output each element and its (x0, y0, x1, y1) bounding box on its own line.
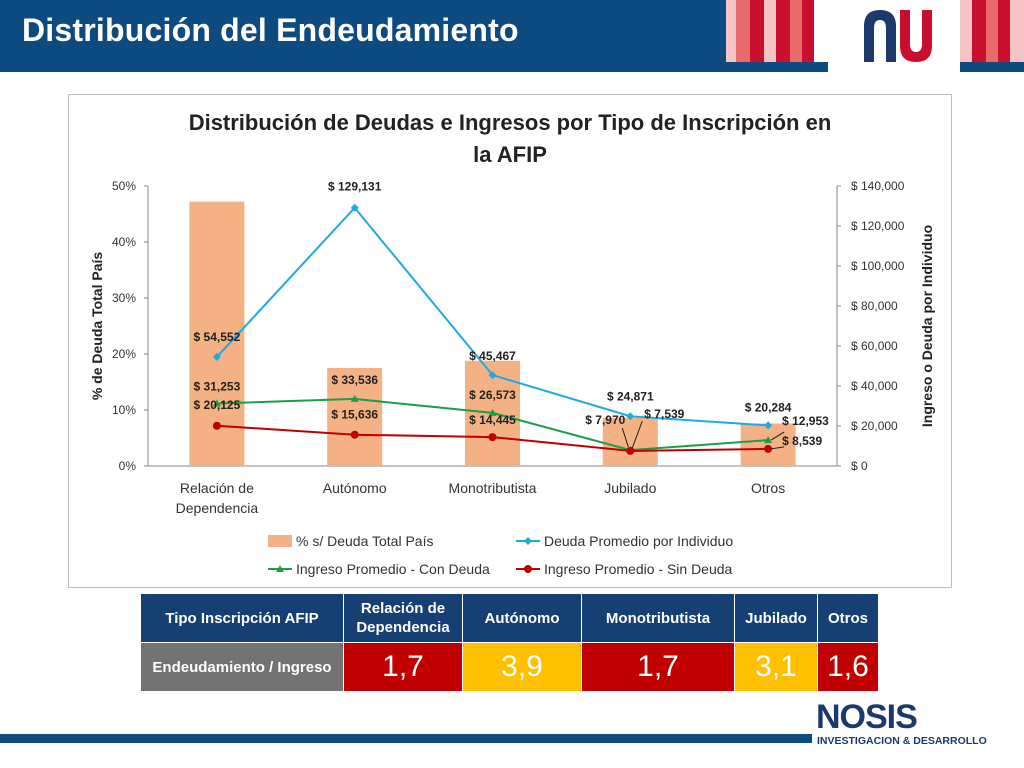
row-label: Endeudamiento / Ingreso (140, 642, 344, 692)
series-point (764, 444, 773, 453)
ratio-value: 1,7 (343, 642, 463, 692)
leader-line (621, 427, 629, 448)
data-label: $ 24,871 (607, 389, 654, 403)
footer-bar (0, 734, 812, 743)
legend-label: Ingreso Promedio - Sin Deuda (544, 561, 733, 577)
right-tick-label: $ 0 (851, 459, 868, 473)
data-label: $ 7,970 (585, 413, 625, 427)
left-tick-label: 40% (112, 235, 136, 249)
chart-title: Distribución de Deudas e Ingresos por Ti… (189, 110, 832, 135)
nu-logo-icon (864, 10, 932, 62)
series-point (488, 433, 497, 442)
left-tick-label: 20% (112, 347, 136, 361)
legend-marker (524, 537, 532, 545)
left-tick-label: 10% (112, 403, 136, 417)
left-tick-label: 50% (112, 179, 136, 193)
right-tick-label: $ 120,000 (851, 219, 905, 233)
data-label: $ 54,552 (194, 330, 241, 344)
data-label: $ 45,467 (469, 349, 516, 363)
data-label: $ 14,445 (469, 413, 516, 427)
right-tick-label: $ 100,000 (851, 259, 905, 273)
bar (602, 417, 658, 466)
series-point (212, 352, 221, 361)
data-label: $ 20,125 (194, 398, 241, 412)
x-tick-label: Relación de (180, 480, 254, 496)
series-point (350, 203, 359, 212)
header-cell: Autónomo (462, 593, 582, 643)
chart-title: la AFIP (473, 142, 547, 167)
header-cell: Otros (817, 593, 879, 643)
data-label: $ 8,539 (782, 434, 822, 448)
x-tick-label: Dependencia (176, 500, 259, 516)
left-tick-label: 30% (112, 291, 136, 305)
leader-line (631, 420, 643, 449)
data-label: $ 15,636 (331, 408, 378, 422)
legend-label: Ingreso Promedio - Con Deuda (296, 561, 490, 577)
header-cell: Monotributista (581, 593, 735, 643)
y-axis-left-title: % de Deuda Total País (89, 252, 105, 401)
series-point (626, 412, 635, 421)
legend-label: % s/ Deuda Total País (296, 533, 433, 549)
header-cell: Jubilado (734, 593, 818, 643)
right-tick-label: $ 140,000 (851, 179, 905, 193)
series-point (350, 430, 359, 439)
ratio-value: 1,7 (581, 642, 735, 692)
data-label: $ 12,953 (782, 414, 829, 428)
x-tick-label: Autónomo (323, 480, 387, 496)
series-point (488, 408, 497, 416)
nosis-logo: NOSIS INVESTIGACION & DESARROLLO (816, 698, 987, 747)
legend-label: Deuda Promedio por Individuo (544, 533, 733, 549)
ratio-value: 1,6 (817, 642, 879, 692)
legend-swatch (268, 535, 292, 547)
series-point (764, 436, 773, 444)
series-point (350, 394, 359, 402)
header-stripes-decoration (726, 0, 1024, 72)
header-cell: Relación de Dependencia (343, 593, 463, 643)
right-tick-label: $ 80,000 (851, 299, 898, 313)
series-point (764, 421, 773, 430)
bar (327, 368, 383, 466)
leader-line (770, 431, 785, 441)
brand-wordmark: NOSIS (816, 698, 917, 736)
series-point (488, 371, 497, 380)
header-underline (0, 62, 1024, 72)
series-point (212, 421, 221, 430)
data-label: $ 31,253 (194, 379, 241, 393)
summary-table: Tipo Inscripción AFIP Relación de Depend… (140, 593, 879, 692)
x-tick-label: Monotributista (449, 480, 537, 496)
slide-title: Distribución del Endeudamiento (22, 12, 519, 48)
legend-marker (276, 565, 284, 572)
brand-subtitle: INVESTIGACION & DESARROLLO (817, 735, 987, 747)
combo-chart: Distribución de Deudas e Ingresos por Ti… (89, 110, 935, 577)
legend-marker (524, 565, 532, 573)
data-label: $ 33,536 (331, 373, 378, 387)
right-tick-label: $ 40,000 (851, 379, 898, 393)
header-cell: Tipo Inscripción AFIP (140, 593, 344, 643)
ratio-value: 3,1 (734, 642, 818, 692)
series-point (212, 399, 221, 407)
x-tick-label: Jubilado (604, 480, 656, 496)
x-tick-label: Otros (751, 480, 785, 496)
right-tick-label: $ 60,000 (851, 339, 898, 353)
right-tick-label: $ 20,000 (851, 419, 898, 433)
data-label: $ 20,284 (745, 400, 792, 414)
data-label: $ 26,573 (469, 388, 516, 402)
data-label: $ 7,539 (644, 407, 684, 421)
y-axis-right-title: Ingreso o Deuda por Individuo (919, 225, 935, 427)
summary-header-row: Tipo Inscripción AFIP Relación de Depend… (140, 593, 879, 643)
summary-value-row: Endeudamiento / Ingreso 1,7 3,9 1,7 3,1 … (140, 642, 879, 692)
data-label: $ 129,131 (328, 180, 382, 194)
ratio-value: 3,9 (462, 642, 582, 692)
left-tick-label: 0% (119, 459, 137, 473)
bar (740, 423, 796, 466)
leader-line (771, 446, 785, 450)
series-point (626, 446, 635, 455)
